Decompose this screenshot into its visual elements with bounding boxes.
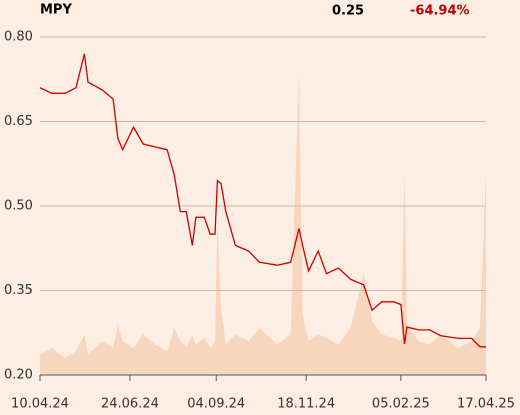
change: -64.94%	[410, 4, 470, 19]
y-tick-label: 0.65	[4, 114, 33, 129]
x-tick-label: 10.04.24	[11, 397, 69, 412]
x-tick-label: 17.04.25	[457, 397, 515, 412]
x-tick-label: 18.11.24	[277, 397, 335, 412]
y-tick-label: 0.80	[4, 30, 33, 45]
ticker: MPY	[40, 3, 72, 18]
volume-area	[40, 70, 486, 376]
x-tick-label: 04.09.24	[187, 397, 245, 412]
x-tick-label: 24.06.24	[101, 397, 159, 412]
y-tick-label: 0.20	[4, 368, 33, 383]
y-tick-label: 0.50	[4, 199, 33, 214]
price: 0.25	[332, 4, 364, 19]
price-line	[39, 53, 486, 348]
y-tick-label: 0.35	[4, 283, 33, 298]
x-tick-label: 05.02.25	[372, 397, 430, 412]
